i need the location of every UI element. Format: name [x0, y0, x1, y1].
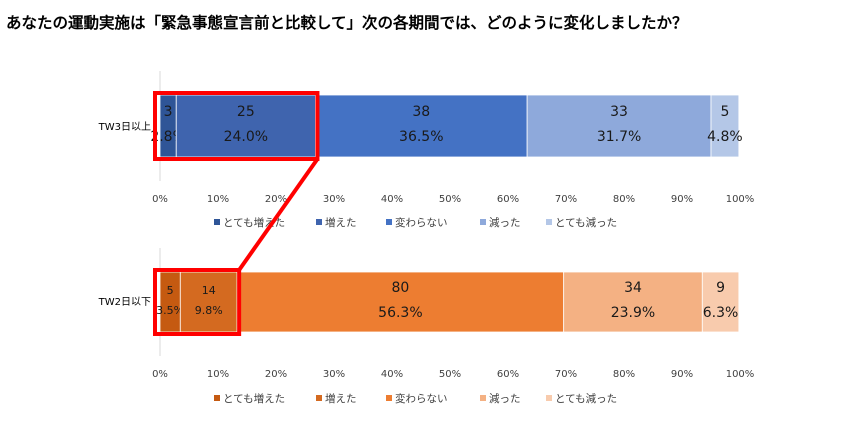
x-tick-label: 90% — [671, 194, 693, 205]
x-tick-label: 90% — [671, 369, 693, 380]
category-label: TW3日以上 — [98, 121, 151, 133]
x-tick-label: 100% — [726, 194, 755, 205]
x-tick-label: 100% — [726, 369, 755, 380]
data-label-count: 3 — [164, 104, 173, 120]
data-label-count: 14 — [202, 284, 216, 297]
x-tick-label: 60% — [497, 194, 519, 205]
x-tick-label: 0% — [152, 369, 168, 380]
data-label-percent: 56.3% — [378, 305, 422, 321]
highlight-box — [153, 268, 242, 336]
data-label-count: 34 — [624, 280, 642, 296]
bar-segment — [179, 271, 238, 333]
data-label-percent: 9.8% — [195, 304, 223, 317]
bar-segment — [701, 271, 740, 333]
legend-swatch — [480, 219, 486, 225]
legend-swatch — [546, 395, 552, 401]
legend-entry: 変わらない — [395, 392, 448, 405]
category-label: TW2日以下 — [98, 297, 151, 308]
data-label-percent: 24.0% — [224, 129, 268, 145]
x-tick-label: 80% — [613, 369, 635, 380]
bar-segment — [159, 271, 181, 333]
chart-title: あなたの運動実施は「緊急事態宣言前と比較して」次の各期間では、どのように変化しま… — [6, 13, 688, 32]
legend-entry: 減った — [489, 392, 521, 405]
legend-swatch — [316, 219, 322, 225]
data-label-count: 25 — [237, 104, 255, 120]
x-tick-label: 60% — [497, 369, 519, 380]
highlight-connector — [237, 157, 320, 272]
x-tick-label: 50% — [439, 194, 461, 205]
data-label-percent: 6.3% — [703, 305, 739, 321]
legend-entry: 増えた — [325, 392, 357, 405]
data-label-percent: 4.8% — [707, 129, 743, 145]
chart-panel-2: TW2日以下 5 3.5% 14 9.8% 80 56.3% 34 23.9% 9 6.3% 0% 10… — [98, 248, 755, 405]
x-tick-label: 10% — [207, 194, 229, 205]
x-tick-label: 70% — [555, 369, 577, 380]
legend-swatch — [480, 395, 486, 401]
legend-swatch — [214, 395, 220, 401]
legend-swatch — [546, 219, 552, 225]
legend-swatch — [386, 395, 392, 401]
x-tick-label: 80% — [613, 194, 635, 205]
legend-entry: とても減った — [555, 216, 617, 229]
data-label-count: 5 — [167, 284, 174, 297]
legend-entry: とても減った — [555, 392, 617, 405]
x-tick-label: 10% — [207, 369, 229, 380]
data-label-percent: 23.9% — [611, 305, 655, 321]
legend-entry: 増えた — [325, 216, 357, 229]
legend-entry: とても増えた — [223, 392, 285, 405]
data-label-count: 80 — [391, 280, 409, 296]
data-label-count: 5 — [720, 104, 729, 120]
x-tick-label: 0% — [152, 194, 168, 205]
x-tick-label: 30% — [323, 194, 345, 205]
x-tick-label: 30% — [323, 369, 345, 380]
x-tick-label: 40% — [381, 194, 403, 205]
legend-swatch — [386, 219, 392, 225]
highlight-box — [153, 91, 320, 161]
data-label-count: 33 — [610, 104, 628, 120]
x-tick-label: 40% — [381, 369, 403, 380]
x-tick-label: 20% — [265, 194, 287, 205]
legend-swatch — [214, 219, 220, 225]
data-label-percent: 36.5% — [399, 129, 443, 145]
data-label-percent: 31.7% — [597, 129, 641, 145]
x-tick-label: 20% — [265, 369, 287, 380]
legend-entry: 減った — [489, 216, 521, 229]
x-tick-label: 50% — [439, 369, 461, 380]
data-label-count: 38 — [412, 104, 430, 120]
bar-segment — [315, 94, 528, 158]
data-label-percent: 3.5% — [156, 304, 184, 317]
bar-segment — [563, 271, 703, 333]
legend-swatch — [316, 395, 322, 401]
bar-segment — [526, 94, 712, 158]
data-label-count: 9 — [716, 280, 725, 296]
bar-segment — [710, 94, 740, 158]
legend-entry: 変わらない — [395, 216, 448, 229]
x-tick-label: 70% — [555, 194, 577, 205]
